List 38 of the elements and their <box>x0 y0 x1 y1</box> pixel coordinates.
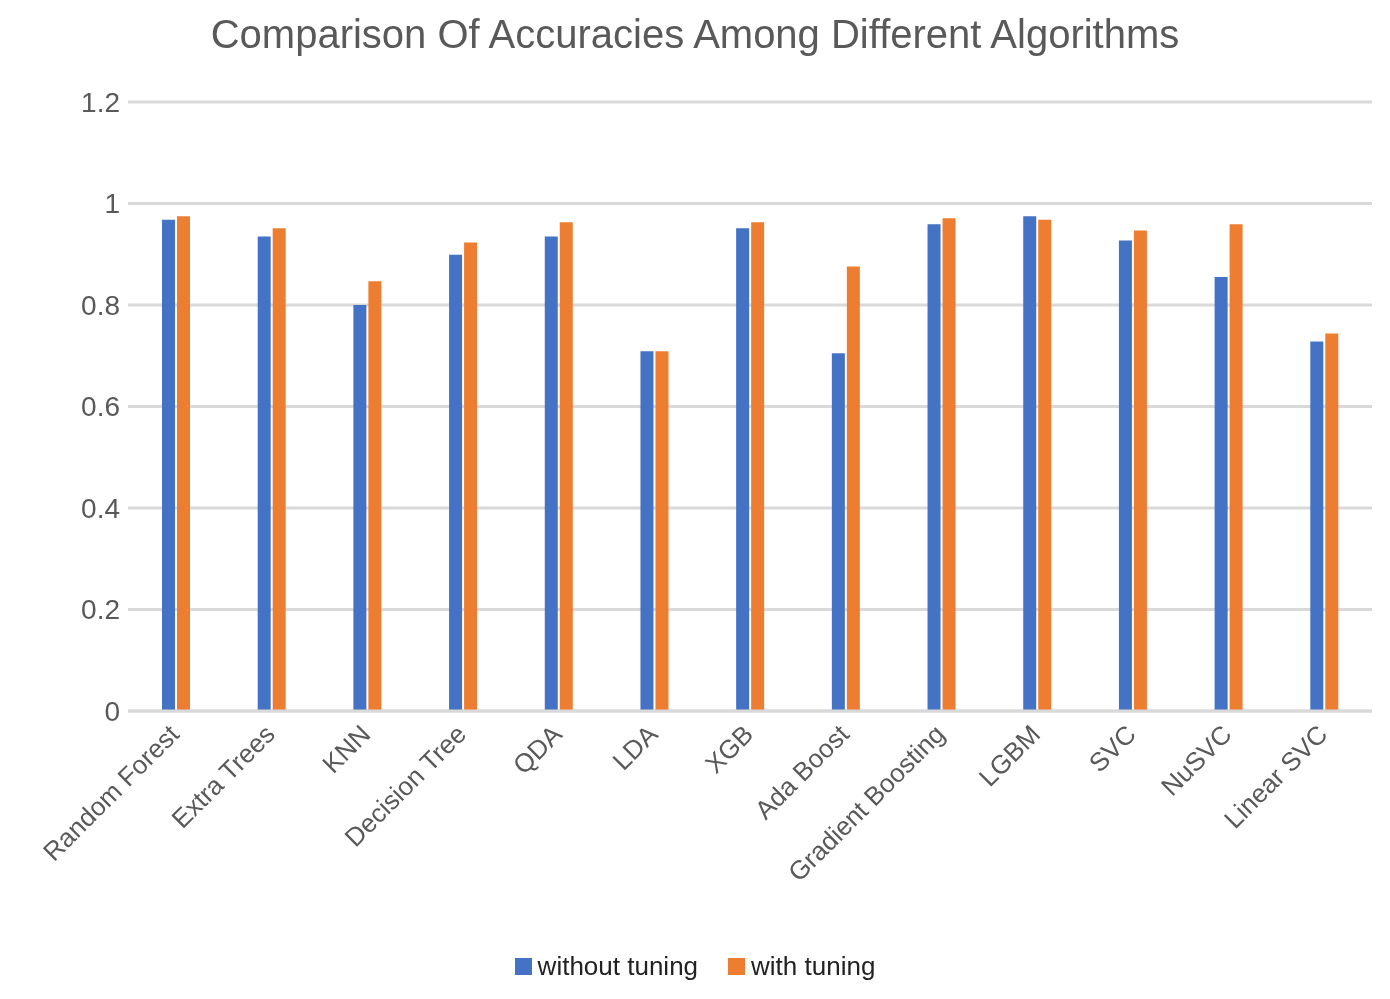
bar <box>751 222 765 711</box>
y-tick-label: 0 <box>104 695 120 727</box>
bar <box>353 305 367 711</box>
bar <box>1118 240 1132 711</box>
bar <box>640 351 654 711</box>
bar <box>831 353 845 711</box>
chart-title: Comparison Of Accuracies Among Different Algorithms <box>209 11 1181 58</box>
bar <box>942 218 956 711</box>
bar <box>177 216 190 711</box>
bar <box>655 351 669 711</box>
bar <box>162 219 175 711</box>
bar <box>1038 219 1052 711</box>
bar <box>1214 277 1228 711</box>
y-tick-label: 1 <box>104 188 120 220</box>
x-tick-label: LDA <box>606 718 664 776</box>
bar <box>1229 224 1243 711</box>
bar <box>272 228 286 711</box>
bar <box>927 224 941 711</box>
legend-label: without tuning <box>537 951 699 982</box>
bar <box>449 254 463 711</box>
bar <box>1325 333 1339 711</box>
y-tick-label: 1.2 <box>81 86 120 118</box>
bar <box>846 266 860 711</box>
bar <box>1133 230 1147 711</box>
bar <box>736 228 750 711</box>
y-tick-label: 0.6 <box>81 391 120 423</box>
bar <box>464 242 478 711</box>
bar <box>544 236 558 711</box>
bar <box>559 222 573 711</box>
y-tick-label: 0.2 <box>81 594 120 626</box>
y-tick-label: 0.4 <box>81 492 120 524</box>
x-tick-label: QDA <box>506 718 569 780</box>
bar <box>368 281 382 711</box>
bar <box>257 236 271 711</box>
bar <box>1310 341 1324 711</box>
bar <box>1023 216 1037 711</box>
legend-label: with tuning <box>751 951 876 982</box>
y-tick-label: 0.8 <box>81 289 120 321</box>
